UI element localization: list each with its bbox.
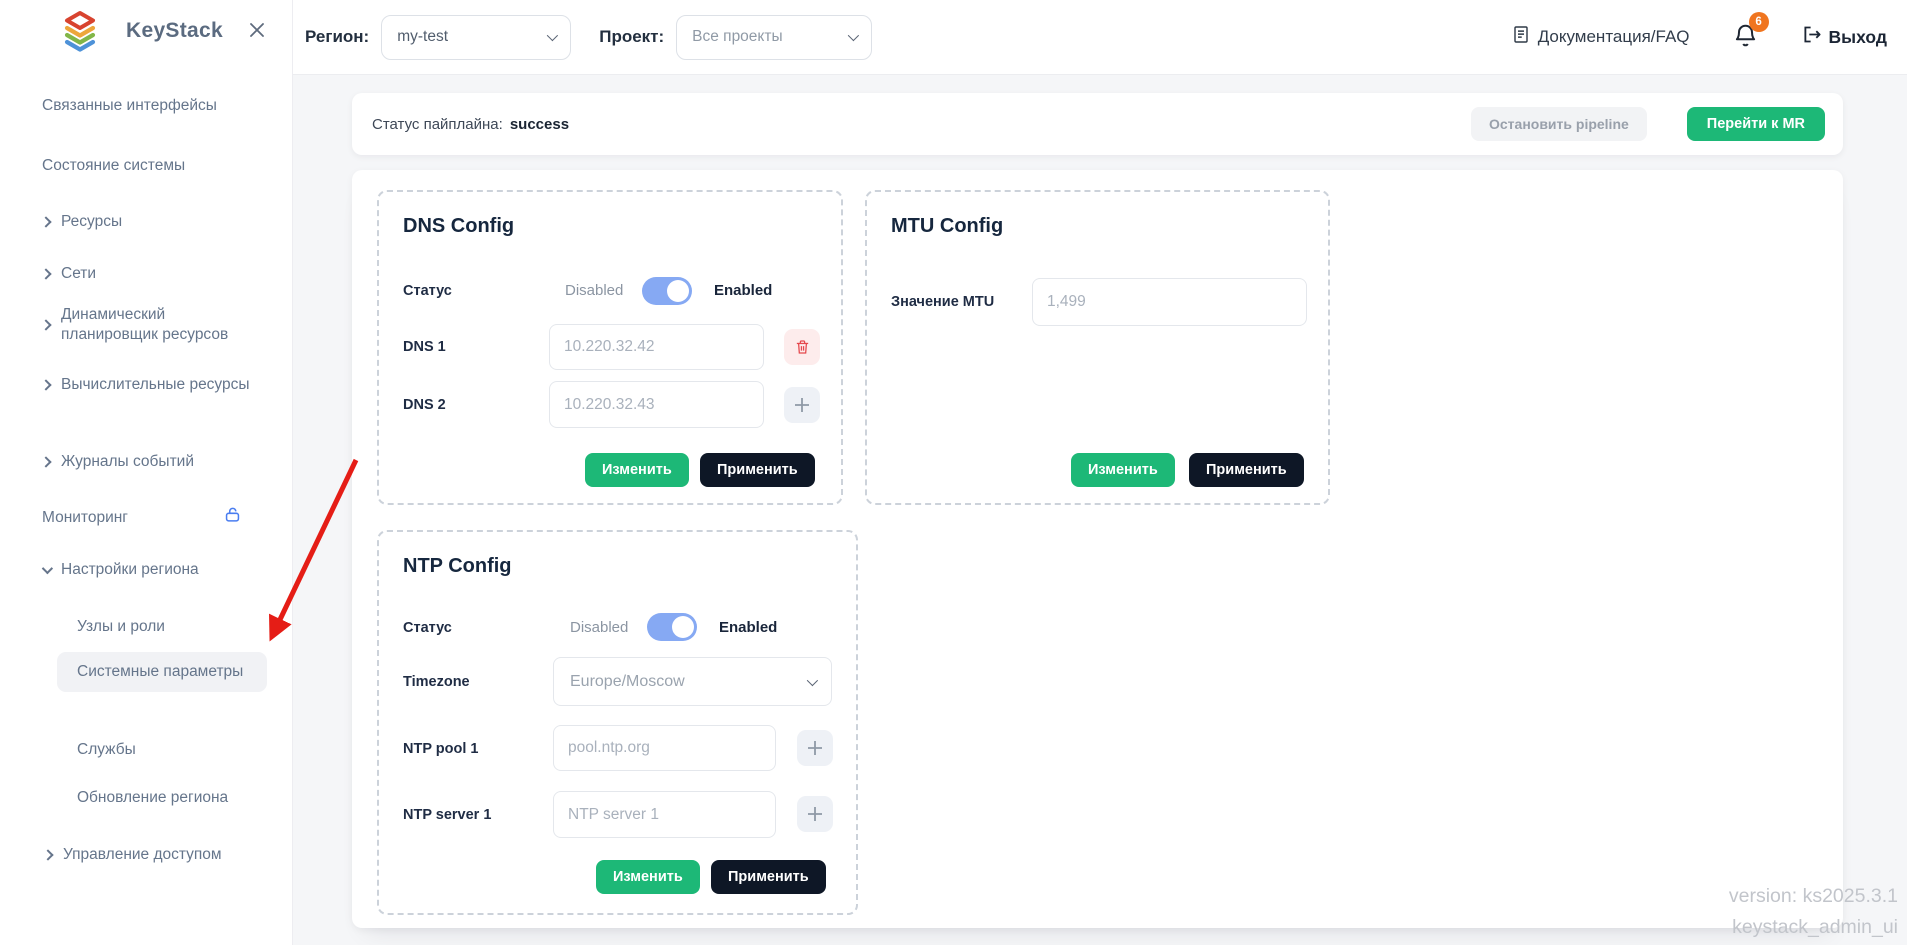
- version-info: version: ks2025.3.1 keystack_admin_ui: [1729, 881, 1898, 943]
- pipeline-status-value: success: [509, 115, 570, 133]
- timezone-label: Timezone: [403, 674, 470, 690]
- trash-icon: [796, 340, 808, 354]
- ntp-pool-label: NTP pool 1: [403, 741, 479, 757]
- chevron-right-icon: [42, 849, 54, 861]
- pipeline-status-bar: Статус пайплайна: success Остановить pip…: [352, 93, 1843, 155]
- lock-icon: [223, 505, 242, 530]
- sidebar-close-icon[interactable]: [248, 21, 266, 44]
- app-id-line: keystack_admin_ui: [1732, 915, 1898, 938]
- mtu-value-label: Значение MTU: [891, 294, 995, 310]
- sidebar-item-related-interfaces[interactable]: Связанные интерфейсы: [42, 97, 217, 114]
- sidebar-header: KeyStack: [0, 0, 292, 64]
- sidebar-item-region-update[interactable]: Обновление региона: [77, 789, 229, 806]
- ntp-pool-input[interactable]: [553, 725, 776, 771]
- dns2-label: DNS 2: [403, 397, 446, 413]
- sidebar-item-resources[interactable]: Ресурсы: [40, 212, 122, 232]
- card-title: MTU Config: [891, 215, 1004, 237]
- mtu-apply-button[interactable]: Применить: [1189, 453, 1304, 487]
- topbar-right: Документация/FAQ 6 Выход: [1512, 11, 1887, 54]
- plus-icon: [808, 741, 822, 755]
- chevron-right-icon: [40, 216, 52, 228]
- plus-icon: [795, 398, 809, 412]
- dns1-label: DNS 1: [403, 339, 446, 355]
- timezone-select[interactable]: Europe/Moscow: [553, 657, 832, 706]
- add-ntp-pool-button[interactable]: [797, 730, 833, 766]
- bell-icon: [1735, 24, 1755, 46]
- logout-button[interactable]: Выход: [1801, 24, 1887, 50]
- ntp-server-label: NTP server 1: [403, 807, 492, 823]
- region-label: Регион:: [305, 27, 370, 46]
- ntp-edit-button[interactable]: Изменить: [596, 860, 700, 894]
- sidebar-item-services[interactable]: Службы: [77, 741, 136, 758]
- docs-faq-link[interactable]: Документация/FAQ: [1512, 24, 1690, 50]
- notifications-button[interactable]: 6: [1732, 11, 1769, 54]
- region-select[interactable]: my-test: [381, 14, 572, 60]
- delete-dns-button[interactable]: [784, 329, 820, 365]
- pipeline-status-label: Статус пайплайна:: [372, 115, 503, 133]
- mtu-edit-button[interactable]: Изменить: [1071, 453, 1175, 487]
- dns1-input[interactable]: [549, 324, 764, 370]
- document-icon: [1512, 24, 1530, 50]
- dns2-input[interactable]: [549, 381, 764, 428]
- dns-apply-button[interactable]: Применить: [700, 453, 815, 487]
- version-line: version: ks2025.3.1: [1728, 884, 1898, 907]
- logout-icon: [1801, 24, 1822, 50]
- card-title: NTP Config: [403, 555, 512, 577]
- sidebar-item-system-parameters[interactable]: Системные параметры: [57, 652, 267, 693]
- sidebar-item-compute-resources[interactable]: Вычислительные ресурсы: [40, 375, 250, 395]
- go-to-mr-button[interactable]: Перейти к MR: [1686, 107, 1825, 141]
- chevron-down-icon: [806, 674, 819, 686]
- chevron-right-icon: [40, 456, 52, 468]
- sidebar-item-region-settings[interactable]: Настройки региона: [41, 560, 199, 580]
- ntp-config-card: NTP Config Статус Disabled Enabled Timez…: [377, 530, 858, 915]
- sidebar-item-networks[interactable]: Сети: [40, 264, 96, 284]
- ntp-server-input[interactable]: [553, 791, 776, 838]
- sidebar-item-access-management[interactable]: Управление доступом: [42, 845, 222, 865]
- dns-status-toggle[interactable]: [642, 277, 692, 305]
- dns-edit-button[interactable]: Изменить: [585, 453, 689, 487]
- dns-disabled-label: Disabled: [565, 282, 624, 299]
- project-select[interactable]: Все проекты: [676, 14, 873, 60]
- chevron-right-icon: [40, 319, 52, 331]
- dns-config-card: DNS Config Статус Disabled Enabled DNS 1…: [377, 190, 843, 505]
- ntp-status-toggle[interactable]: [647, 613, 697, 641]
- chevron-down-icon: [847, 29, 860, 42]
- chevron-down-icon: [546, 29, 559, 42]
- mtu-config-card: MTU Config Значение MTU Изменить Примени…: [865, 190, 1330, 505]
- ntp-apply-button[interactable]: Применить: [711, 860, 826, 894]
- sidebar-item-event-logs[interactable]: Журналы событий: [40, 452, 194, 472]
- stop-pipeline-button[interactable]: Остановить pipeline: [1471, 107, 1647, 141]
- sidebar-item-nodes-roles[interactable]: Узлы и роли: [77, 618, 165, 635]
- card-title: DNS Config: [403, 215, 515, 237]
- sidebar-item-monitoring[interactable]: Мониторинг: [42, 505, 242, 530]
- sidebar: KeyStack Связанные интерфейсы Состояние …: [0, 0, 293, 945]
- topbar: Регион: my-test Проект: Все проекты Доку…: [293, 0, 1907, 75]
- sidebar-item-system-state[interactable]: Состояние системы: [42, 157, 186, 174]
- dns-status-label: Статус: [403, 283, 452, 299]
- chevron-right-icon: [40, 268, 52, 280]
- chevron-down-icon: [41, 562, 54, 575]
- notification-badge: 6: [1748, 11, 1769, 32]
- main-panel: DNS Config Статус Disabled Enabled DNS 1…: [352, 170, 1843, 928]
- keystack-logo-icon: [60, 10, 100, 57]
- chevron-right-icon: [40, 379, 52, 391]
- dns-enabled-label: Enabled: [714, 282, 773, 299]
- ntp-disabled-label: Disabled: [570, 619, 629, 636]
- add-dns-button[interactable]: [784, 387, 820, 423]
- add-ntp-server-button[interactable]: [797, 796, 833, 832]
- project-label: Проект:: [599, 27, 665, 46]
- mtu-value-input[interactable]: [1032, 278, 1307, 326]
- ntp-status-label: Статус: [403, 620, 452, 636]
- plus-icon: [808, 807, 822, 821]
- ntp-enabled-label: Enabled: [719, 619, 778, 636]
- sidebar-item-dynamic-scheduler[interactable]: Динамический планировщик ресурсов: [40, 305, 261, 345]
- brand-name: KeyStack: [126, 19, 223, 42]
